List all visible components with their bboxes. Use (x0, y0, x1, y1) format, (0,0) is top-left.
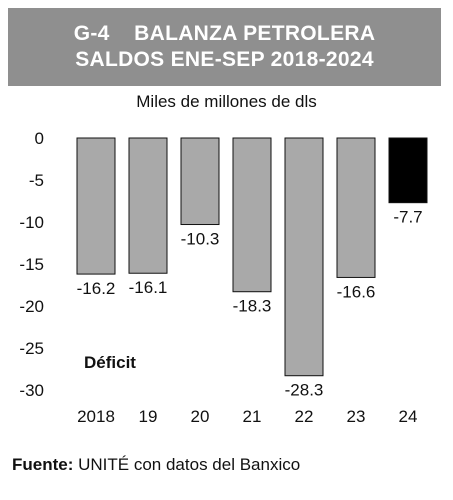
x-tick-label: 19 (139, 407, 158, 426)
x-tick-label: 21 (243, 407, 262, 426)
x-tick-label: 22 (295, 407, 314, 426)
source-lead: Fuente: (12, 455, 74, 474)
y-tick-label: -30 (19, 381, 44, 400)
bar-chart: 0 -5 -10 -15 -20 -25 -30 -16.2 2018 -16.1 19 -10.3 2… (19, 129, 428, 426)
y-tick-label: -10 (19, 213, 44, 232)
bar-value-label: -28.3 (285, 381, 324, 400)
bar-value-label: -10.3 (181, 230, 220, 249)
x-tick-label: 23 (347, 407, 366, 426)
bar (232, 137, 272, 293)
x-tick-label: 24 (399, 407, 418, 426)
bar (284, 137, 324, 377)
chart-code: G-4 (73, 22, 110, 45)
x-tick-label: 2018 (77, 407, 115, 426)
bar-value-label: -16.6 (337, 282, 376, 301)
bar-value-label: -7.7 (393, 208, 422, 227)
bar (76, 137, 116, 275)
chart-area: 0 -5 -10 -15 -20 -25 -30 -16.2 2018 -16.1 19 -10.3 2… (0, 90, 453, 440)
y-tick-label: 0 (35, 129, 44, 148)
y-tick-label: -5 (29, 171, 44, 190)
bar-value-label: -16.2 (77, 279, 116, 298)
y-tick-label: -20 (19, 297, 44, 316)
bar-value-label: -18.3 (233, 297, 272, 316)
bar (388, 137, 428, 204)
bar-value-label: -16.1 (129, 278, 168, 297)
chart-header: G-4 BALANZA PETROLERA SALDOS ENE-SEP 201… (8, 8, 441, 86)
chart-title-line2: SALDOS ENE-SEP 2018-2024 (75, 48, 374, 71)
y-tick-label: -25 (19, 339, 44, 358)
chart-title-line1: BALANZA PETROLERA (134, 22, 376, 45)
unit-label: Miles de millones de dls (136, 92, 317, 111)
x-tick-label: 20 (191, 407, 210, 426)
bar (180, 137, 220, 226)
deficit-annotation: Déficit (84, 353, 136, 372)
source-note: Fuente: UNITÉ con datos del Banxico (12, 455, 300, 475)
bar (336, 137, 376, 278)
source-text: UNITÉ con datos del Banxico (78, 455, 301, 474)
y-tick-label: -15 (19, 255, 44, 274)
bar (128, 137, 168, 274)
